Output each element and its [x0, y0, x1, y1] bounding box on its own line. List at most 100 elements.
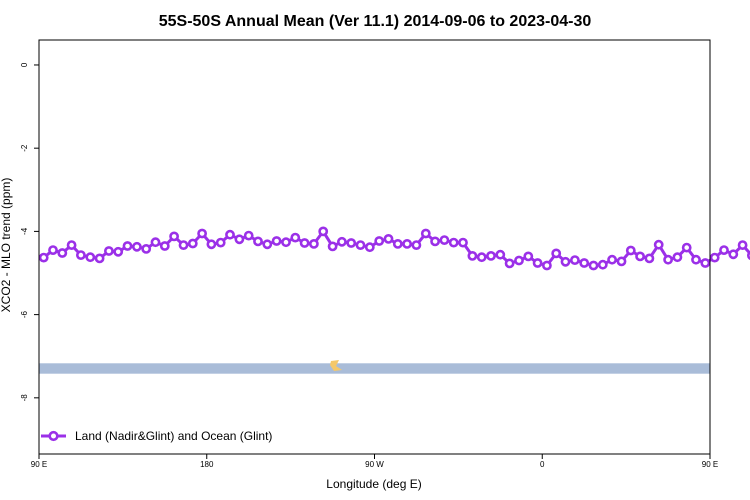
data-point	[467, 250, 478, 261]
data-point	[187, 238, 198, 249]
data-point	[327, 241, 338, 252]
data-point	[197, 228, 207, 239]
x-tick-label: 0	[540, 460, 545, 469]
data-point	[85, 252, 96, 263]
data-point	[215, 237, 226, 248]
data-point	[625, 245, 636, 256]
legend-label: Land (Nadir&Glint) and Ocean (Glint)	[75, 429, 272, 443]
x-axis-label: Longitude (deg E)	[326, 477, 421, 491]
data-point	[94, 253, 105, 264]
data-point	[346, 238, 357, 248]
plot-frame	[38, 39, 711, 455]
data-point	[225, 229, 235, 240]
data-point	[719, 245, 729, 255]
data-point	[588, 260, 599, 271]
legend-marker	[48, 430, 59, 442]
chart-title: 55S-50S Annual Mean (Ver 11.1) 2014-09-0…	[159, 13, 592, 30]
data-point	[57, 248, 68, 258]
data-point	[159, 241, 170, 251]
data-point	[234, 234, 245, 245]
data-point	[150, 237, 161, 248]
x-tick-label: 180	[200, 460, 214, 469]
data-point	[48, 245, 58, 255]
data-point	[131, 241, 142, 252]
data-point	[579, 258, 590, 268]
data-point	[448, 237, 459, 248]
data-point	[523, 251, 534, 262]
data-point	[700, 258, 711, 268]
data-point	[504, 258, 515, 269]
data-point	[66, 240, 77, 250]
data-point	[253, 236, 263, 247]
data-point	[532, 258, 543, 268]
data-point	[607, 254, 617, 265]
data-point	[355, 240, 366, 250]
data-point	[271, 236, 282, 246]
y-tick-label: -4	[20, 227, 29, 235]
data-point	[635, 251, 645, 262]
y-tick-label: -8	[20, 394, 29, 402]
data-point	[206, 239, 217, 250]
data-point	[672, 252, 683, 263]
data-point	[709, 252, 720, 263]
data-point	[402, 238, 412, 249]
ocean-band-bar	[39, 363, 710, 374]
data-point	[104, 246, 114, 256]
x-tick-label: 90 E	[31, 460, 47, 469]
x-tick-label: 90 E	[702, 460, 718, 469]
data-point	[281, 237, 291, 248]
data-point	[514, 255, 524, 266]
data-point	[308, 238, 319, 249]
y-tick-label: -6	[20, 311, 29, 319]
x-tick-label: 90 W	[365, 460, 384, 469]
data-point	[113, 246, 124, 257]
data-point	[542, 260, 552, 271]
data-point	[336, 236, 347, 247]
data-point	[551, 248, 562, 259]
data-point	[318, 226, 329, 237]
data-point	[76, 250, 86, 260]
y-axis-label: XCO2 - MLO trend (ppm)	[0, 178, 13, 313]
data-point	[411, 240, 422, 250]
data-point	[122, 241, 133, 251]
data-point	[560, 256, 571, 267]
data-point	[141, 243, 152, 254]
legend: Land (Nadir&Glint) and Ocean (Glint)	[41, 429, 272, 443]
data-point	[728, 249, 739, 260]
data-point	[262, 239, 273, 250]
data-point	[439, 235, 450, 245]
data-point	[458, 237, 468, 248]
data-point	[364, 242, 375, 253]
data-point	[495, 249, 506, 260]
data-point	[570, 255, 580, 265]
y-tick-label: 0	[20, 62, 29, 67]
data-point	[616, 256, 627, 267]
data-point	[243, 230, 254, 241]
data-point	[476, 252, 487, 263]
data-point	[299, 238, 310, 248]
data-point	[290, 232, 301, 243]
data-point	[663, 254, 673, 265]
data-point	[420, 228, 431, 239]
data-point	[486, 250, 496, 261]
data-point	[644, 253, 655, 264]
y-tick-label: -2	[20, 144, 29, 152]
data-point	[737, 240, 748, 250]
y-axis: 0 -2 -4 -6 -8	[20, 62, 39, 401]
series-land-ocean	[38, 226, 750, 271]
data-point	[681, 242, 692, 253]
land-patch	[330, 360, 342, 371]
data-point	[691, 254, 701, 265]
data-point	[597, 259, 608, 270]
data-point	[38, 252, 49, 263]
data-point	[374, 236, 385, 246]
ocean-band	[39, 360, 710, 374]
data-point	[169, 231, 179, 242]
data-point	[392, 238, 403, 249]
data-point	[653, 239, 664, 250]
data-point	[383, 233, 394, 244]
data-point	[178, 240, 189, 250]
data-point	[430, 236, 440, 247]
